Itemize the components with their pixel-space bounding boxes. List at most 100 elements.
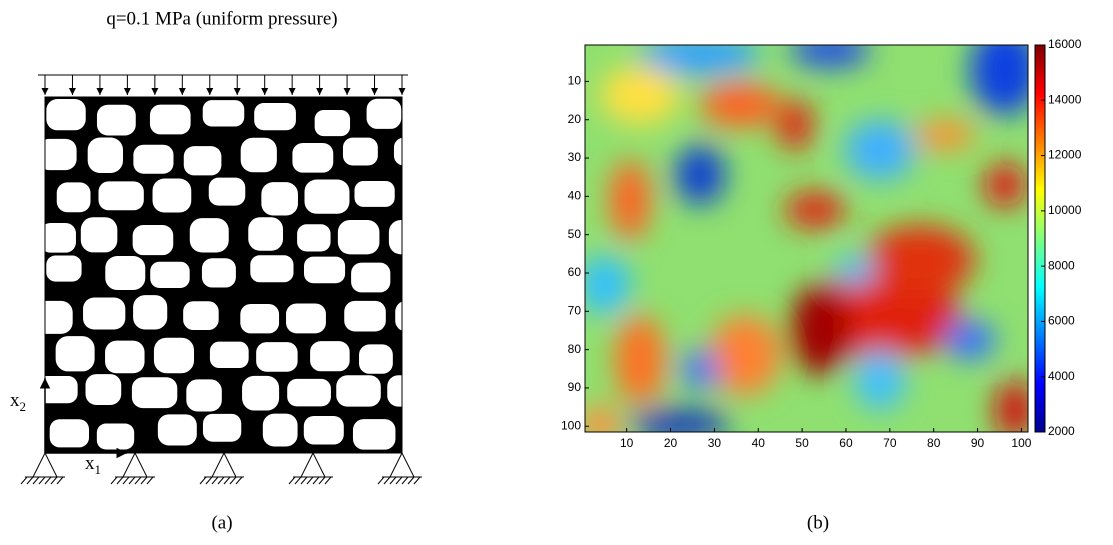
- grain: [287, 378, 331, 407]
- grain: [85, 374, 122, 406]
- support: [32, 451, 58, 478]
- colorbar-tick-label: 12000: [1048, 148, 1082, 162]
- y-tick-label: 50: [568, 227, 582, 241]
- hatch: [318, 476, 326, 485]
- hatch: [128, 476, 136, 485]
- grain: [209, 341, 249, 369]
- grain: [304, 179, 350, 214]
- caption: (a): [211, 512, 232, 533]
- y-tick-label: 30: [568, 150, 582, 164]
- grain: [310, 341, 350, 372]
- grain: [242, 375, 280, 411]
- hatch: [122, 476, 130, 485]
- hatch: [146, 476, 154, 485]
- grain: [240, 303, 280, 334]
- grain: [359, 344, 393, 374]
- hatch: [223, 476, 231, 485]
- grain: [248, 217, 284, 251]
- hatch: [229, 476, 237, 485]
- x-tick-label: 50: [795, 436, 809, 450]
- grain: [133, 144, 174, 174]
- grain: [80, 217, 118, 253]
- colorbar-tick-label: 10000: [1048, 203, 1082, 217]
- colorbar-tick-label: 16000: [1048, 37, 1082, 51]
- axis-sub: 1: [95, 462, 102, 477]
- colorbar-tick-label: 6000: [1048, 314, 1075, 328]
- grain: [96, 104, 136, 136]
- caption: (b): [807, 512, 829, 533]
- load-arrows: [41, 75, 406, 95]
- support: [389, 451, 415, 478]
- hatch: [383, 476, 391, 485]
- plot-frame: [584, 44, 1029, 433]
- grains: [45, 98, 402, 450]
- grain: [152, 178, 192, 213]
- hatch: [50, 476, 58, 485]
- grain: [150, 261, 190, 288]
- colorbar-tick-label: 2000: [1048, 424, 1075, 438]
- grain: [45, 223, 76, 253]
- grain: [351, 262, 391, 293]
- grain: [250, 255, 294, 283]
- grain: [337, 220, 380, 255]
- grain: [395, 301, 402, 331]
- grain: [45, 375, 78, 404]
- x-tick-label: 30: [708, 436, 722, 450]
- colorbar-tick-label: 8000: [1048, 258, 1075, 272]
- y-tick-label: 100: [561, 418, 581, 432]
- hatch: [395, 476, 403, 485]
- grain: [46, 99, 86, 131]
- grain: [202, 413, 242, 442]
- x-tick-label: 100: [1011, 436, 1031, 450]
- axis-base: x: [85, 453, 95, 474]
- axis-sub: 2: [20, 399, 27, 414]
- grain: [344, 300, 386, 332]
- hatch: [324, 476, 332, 485]
- grain: [45, 300, 73, 334]
- grain: [292, 143, 334, 173]
- grain: [303, 256, 346, 284]
- supports: [20, 451, 422, 485]
- grain: [240, 137, 277, 173]
- hatch: [110, 476, 118, 485]
- grain: [83, 297, 126, 330]
- support: [211, 451, 237, 478]
- grain: [208, 177, 246, 206]
- y-tick-label: 80: [568, 342, 582, 356]
- hatch: [300, 476, 308, 485]
- y-tick-label: 70: [568, 303, 582, 317]
- x-tick-label: 70: [883, 436, 897, 450]
- grain: [186, 379, 222, 412]
- grain: [314, 109, 351, 137]
- ticks: 10 20 30 40 50 60 70 80 90 100 10 20 30 40 50 60 70 80 90 1…: [561, 37, 1082, 450]
- hatch: [288, 476, 296, 485]
- grain: [105, 256, 146, 290]
- hatch: [413, 476, 421, 485]
- x-tick-label: 20: [664, 436, 678, 450]
- hatch: [235, 476, 243, 485]
- y-tick-label: 10: [568, 74, 582, 88]
- heatmap-field: [585, 45, 1028, 432]
- grain: [352, 419, 396, 450]
- grain: [254, 102, 296, 131]
- hatch: [401, 476, 409, 485]
- colorbar: [1034, 44, 1046, 433]
- grain: [105, 340, 145, 374]
- grain: [261, 182, 298, 216]
- load-label: q=0.1 MPa (uniform pressure): [106, 8, 337, 29]
- y-tick-label: 90: [568, 380, 582, 394]
- grain: [149, 104, 191, 135]
- hatch: [32, 476, 40, 485]
- grain: [262, 413, 298, 447]
- hatch: [20, 476, 28, 485]
- grain: [286, 303, 326, 334]
- grain: [55, 336, 95, 372]
- grain: [342, 137, 378, 166]
- grain: [256, 342, 298, 372]
- hatch: [205, 476, 213, 485]
- grain: [87, 137, 124, 173]
- hatch: [44, 476, 52, 485]
- y-tick-label: 20: [568, 112, 582, 126]
- axis-vertical-label: x2: [10, 390, 26, 414]
